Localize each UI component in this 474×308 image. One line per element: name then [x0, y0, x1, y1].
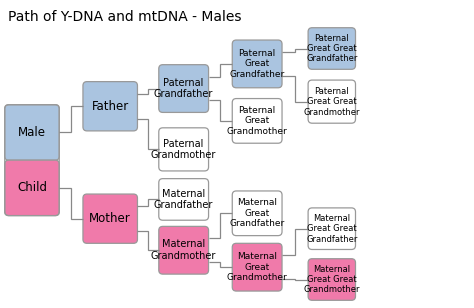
Text: Path of Y-DNA and mtDNA - Males: Path of Y-DNA and mtDNA - Males	[8, 10, 241, 24]
FancyBboxPatch shape	[159, 65, 209, 112]
Text: Maternal
Great Great
Grandmother: Maternal Great Great Grandmother	[303, 265, 360, 294]
Text: Maternal
Grandfather: Maternal Grandfather	[154, 188, 213, 210]
FancyBboxPatch shape	[232, 191, 282, 236]
Text: Paternal
Grandfather: Paternal Grandfather	[154, 78, 213, 99]
FancyBboxPatch shape	[83, 194, 137, 243]
FancyBboxPatch shape	[308, 80, 356, 123]
FancyBboxPatch shape	[83, 82, 137, 131]
FancyBboxPatch shape	[5, 160, 59, 216]
Text: Paternal
Great Great
Grandmother: Paternal Great Great Grandmother	[303, 87, 360, 116]
Text: Paternal
Great Great
Grandfather: Paternal Great Great Grandfather	[306, 34, 357, 63]
FancyBboxPatch shape	[308, 208, 356, 249]
FancyBboxPatch shape	[232, 243, 282, 291]
FancyBboxPatch shape	[232, 40, 282, 88]
Text: Maternal
Great
Grandfather: Maternal Great Grandfather	[229, 198, 285, 228]
FancyBboxPatch shape	[159, 128, 209, 171]
Text: Father: Father	[91, 100, 129, 113]
Text: Paternal
Great
Grandfather: Paternal Great Grandfather	[229, 49, 285, 79]
FancyBboxPatch shape	[308, 28, 356, 69]
Text: Maternal
Great
Grandmother: Maternal Great Grandmother	[227, 252, 288, 282]
FancyBboxPatch shape	[159, 226, 209, 274]
FancyBboxPatch shape	[232, 99, 282, 143]
Text: Maternal
Great Great
Grandfather: Maternal Great Great Grandfather	[306, 214, 357, 244]
FancyBboxPatch shape	[308, 259, 356, 300]
Text: Mother: Mother	[89, 212, 131, 225]
FancyBboxPatch shape	[5, 105, 59, 160]
Text: Paternal
Grandmother: Paternal Grandmother	[151, 139, 216, 160]
Text: Child: Child	[17, 181, 47, 194]
Text: Paternal
Great
Grandmother: Paternal Great Grandmother	[227, 106, 288, 136]
Text: Maternal
Grandmother: Maternal Grandmother	[151, 239, 216, 261]
FancyBboxPatch shape	[159, 179, 209, 220]
Text: Male: Male	[18, 126, 46, 139]
